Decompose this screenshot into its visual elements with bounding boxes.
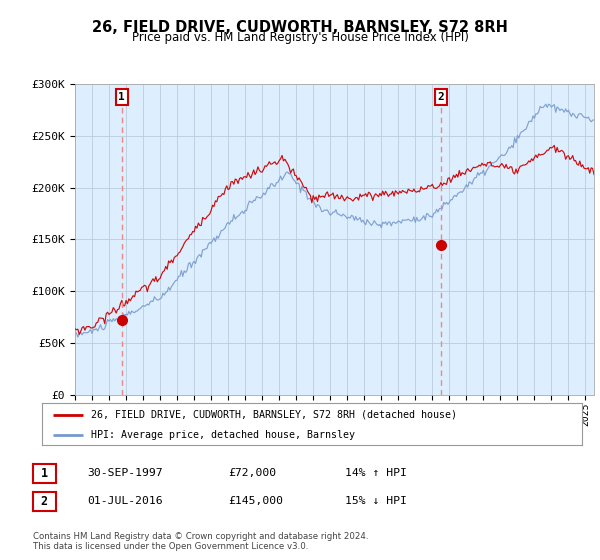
Text: 15% ↓ HPI: 15% ↓ HPI bbox=[345, 496, 407, 506]
Text: 2: 2 bbox=[437, 92, 444, 102]
Text: £145,000: £145,000 bbox=[228, 496, 283, 506]
Text: £72,000: £72,000 bbox=[228, 468, 276, 478]
Text: Contains HM Land Registry data © Crown copyright and database right 2024.
This d: Contains HM Land Registry data © Crown c… bbox=[33, 532, 368, 552]
Text: 1: 1 bbox=[41, 467, 48, 480]
Text: 30-SEP-1997: 30-SEP-1997 bbox=[87, 468, 163, 478]
Text: 14% ↑ HPI: 14% ↑ HPI bbox=[345, 468, 407, 478]
Text: 26, FIELD DRIVE, CUDWORTH, BARNSLEY, S72 8RH: 26, FIELD DRIVE, CUDWORTH, BARNSLEY, S72… bbox=[92, 20, 508, 35]
Text: 26, FIELD DRIVE, CUDWORTH, BARNSLEY, S72 8RH (detached house): 26, FIELD DRIVE, CUDWORTH, BARNSLEY, S72… bbox=[91, 410, 457, 420]
Text: 1: 1 bbox=[118, 92, 125, 102]
Text: HPI: Average price, detached house, Barnsley: HPI: Average price, detached house, Barn… bbox=[91, 430, 355, 440]
Text: 2: 2 bbox=[41, 495, 48, 508]
Text: 01-JUL-2016: 01-JUL-2016 bbox=[87, 496, 163, 506]
Text: Price paid vs. HM Land Registry's House Price Index (HPI): Price paid vs. HM Land Registry's House … bbox=[131, 31, 469, 44]
